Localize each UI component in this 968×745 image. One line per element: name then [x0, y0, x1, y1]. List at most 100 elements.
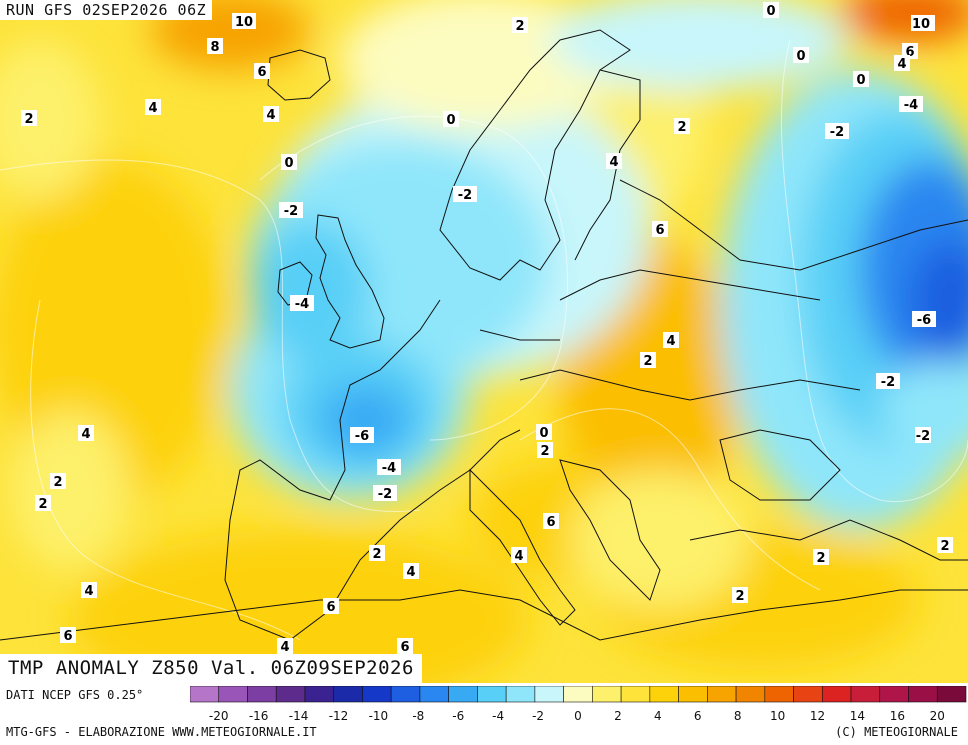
contour-label: 2: [512, 17, 528, 34]
contour-label: 6: [543, 513, 559, 530]
color-scale-swatch: [908, 686, 938, 703]
svg-text:2: 2: [735, 589, 744, 604]
svg-text:0: 0: [766, 4, 775, 19]
color-scale-tick-label: -6: [452, 709, 464, 723]
contour-label: 2: [937, 537, 953, 554]
contour-label: 6: [254, 63, 270, 80]
color-scale-tick-label: -8: [412, 709, 424, 723]
contour-label: -4: [290, 295, 314, 312]
color-scale-swatch: [620, 686, 651, 703]
contour-label: 2: [369, 545, 385, 562]
color-scale-swatch: [419, 686, 449, 703]
svg-text:-2: -2: [458, 188, 472, 203]
color-scale-tick-label: -20: [209, 709, 229, 723]
color-scale-tick-label: -16: [249, 709, 269, 723]
svg-text:2: 2: [816, 551, 825, 566]
data-source-label: DATI NCEP GFS 0.25°: [6, 688, 144, 702]
svg-text:-2: -2: [378, 487, 392, 502]
svg-text:6: 6: [655, 223, 664, 238]
svg-text:4: 4: [266, 108, 275, 123]
isotherm-lines: [0, 39, 968, 641]
svg-text:0: 0: [446, 113, 455, 128]
svg-text:2: 2: [38, 497, 47, 512]
contour-label: -2: [825, 123, 849, 140]
svg-text:6: 6: [546, 515, 555, 530]
color-scale-swatch: [247, 686, 277, 703]
svg-text:-2: -2: [916, 429, 930, 444]
contour-label: 4: [894, 55, 910, 72]
svg-text:4: 4: [406, 565, 415, 580]
color-scale-swatch: [563, 686, 593, 703]
contour-label: -2: [279, 202, 303, 219]
contour-label: 10: [232, 13, 256, 30]
color-scale-tick-label: 6: [694, 709, 702, 723]
contour-label: 2: [35, 495, 51, 512]
contour-label: 4: [606, 153, 622, 170]
svg-text:-4: -4: [382, 461, 396, 476]
color-scale-swatch: [879, 686, 909, 703]
contour-label: 6: [323, 598, 339, 615]
svg-text:0: 0: [856, 73, 865, 88]
contour-label: -2: [915, 427, 931, 444]
color-scale-swatch: [333, 686, 363, 703]
color-scale-swatch: [793, 686, 823, 703]
svg-text:0: 0: [284, 156, 293, 171]
contour-label: 0: [281, 154, 297, 171]
contour-label: 4: [81, 582, 97, 599]
svg-text:10: 10: [235, 15, 253, 30]
svg-text:-6: -6: [355, 429, 369, 444]
color-scale-tick-label: 8: [734, 709, 742, 723]
contour-labels: 10 8 6 4 2 4 2 0 0 -2 -2 -4 -6 -4 -2 0 2…: [21, 2, 953, 655]
color-scale-swatch: [534, 686, 564, 703]
svg-text:-2: -2: [284, 204, 298, 219]
svg-text:6: 6: [326, 600, 335, 615]
svg-text:4: 4: [897, 57, 906, 72]
contour-label: 8: [207, 38, 223, 55]
color-scale-tick-label: 2: [614, 709, 622, 723]
svg-text:10: 10: [912, 17, 930, 32]
color-scale-swatch: [850, 686, 881, 703]
color-scale-swatch: [190, 686, 220, 703]
svg-text:2: 2: [53, 475, 62, 490]
color-scale-tick-label: 0: [574, 709, 582, 723]
color-scale-swatch: [390, 686, 421, 703]
svg-text:6: 6: [63, 629, 72, 644]
legend-area: DATI NCEP GFS 0.25° -20 -16 -14 -12 -10 -8 -6-…: [0, 683, 968, 745]
contour-label: -2: [373, 485, 397, 502]
svg-text:4: 4: [666, 334, 675, 349]
svg-text:2: 2: [540, 444, 549, 459]
color-scale-tick-label: -4: [492, 709, 504, 723]
svg-text:0: 0: [796, 49, 805, 64]
svg-text:4: 4: [84, 584, 93, 599]
svg-text:4: 4: [81, 427, 90, 442]
color-scale-swatch: [448, 686, 478, 703]
svg-text:2: 2: [677, 120, 686, 135]
contour-label: -6: [912, 311, 936, 328]
svg-text:8: 8: [210, 40, 219, 55]
footer-credit: MTG-GFS - ELABORAZIONE WWW.METEOGIORNALE…: [6, 725, 317, 739]
color-scale-tick-label: 4: [654, 709, 662, 723]
svg-text:4: 4: [514, 549, 523, 564]
color-scale-swatch: [649, 686, 679, 703]
contour-label: 4: [403, 563, 419, 580]
svg-text:4: 4: [148, 101, 157, 116]
color-scale-tick-label: -2: [532, 709, 544, 723]
svg-text:4: 4: [609, 155, 618, 170]
svg-text:2: 2: [24, 112, 33, 127]
svg-text:6: 6: [905, 45, 914, 60]
contour-label: 2: [813, 549, 829, 566]
contour-label: 0: [536, 424, 552, 441]
contour-label: 4: [663, 332, 679, 349]
contour-label: 4: [78, 425, 94, 442]
contour-label: 4: [277, 638, 293, 655]
color-scale-swatch: [592, 686, 622, 703]
color-scale-bar: -20 -16 -14 -12 -10 -8 -6 -4 -2 0 2 4 6 8 10 12 14 16 20: [190, 686, 967, 723]
svg-text:4: 4: [280, 640, 289, 655]
color-scale-swatch: [477, 686, 507, 703]
svg-text:2: 2: [372, 547, 381, 562]
contour-label: 6: [60, 627, 76, 644]
contour-label: 2: [21, 110, 37, 127]
color-scale-swatch: [707, 686, 737, 703]
color-scale-swatch: [362, 686, 392, 703]
